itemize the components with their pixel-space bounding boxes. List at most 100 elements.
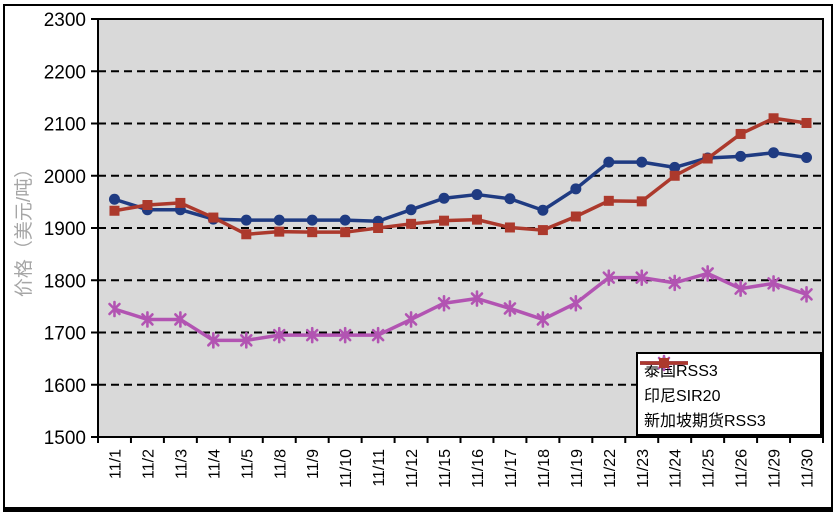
series-singapore-futures-rss3-point-11-29 <box>768 113 779 124</box>
series-thailand-rss3-point-11-26 <box>735 150 747 162</box>
series-thailand-rss3-point-11-24 <box>669 161 681 173</box>
series-thailand-rss3-point-11-22 <box>603 156 615 168</box>
y-tick-label-2000: 2000 <box>44 167 86 188</box>
series-indonesia-sir20-point-11-1 <box>108 300 121 318</box>
x-tick-label-11-17: 11/17 <box>503 449 520 488</box>
series-thailand-rss3-point-11-15 <box>438 192 450 204</box>
series-singapore-futures-rss3-point-11-25 <box>702 153 713 164</box>
y-tick-label-2300: 2300 <box>44 10 86 31</box>
series-singapore-futures-rss3-point-11-23 <box>636 196 647 207</box>
series-singapore-futures-rss3-point-11-2 <box>142 200 153 211</box>
x-tick-label-11-8: 11/8 <box>272 449 289 479</box>
series-indonesia-sir20-point-11-29 <box>767 275 780 292</box>
x-tick-label-11-29: 11/29 <box>767 449 784 488</box>
series-indonesia-sir20-point-11-15 <box>437 294 451 312</box>
y-tick-label-1600: 1600 <box>44 376 86 397</box>
series-indonesia-sir20-point-11-30 <box>800 286 813 303</box>
series-indonesia-sir20-point-11-12 <box>404 311 418 328</box>
series-thailand-rss3-point-11-17 <box>504 193 516 205</box>
y-tick-label-1900: 1900 <box>44 219 86 240</box>
x-tick-label-11-4: 11/4 <box>206 449 223 479</box>
series-singapore-futures-rss3-point-11-30 <box>801 117 812 128</box>
series-thailand-rss3-point-11-16 <box>471 189 483 201</box>
x-tick-label-11-16: 11/16 <box>470 449 487 488</box>
series-singapore-futures-rss3-point-11-26 <box>735 128 746 139</box>
series-thailand-rss3-point-11-5 <box>240 214 252 226</box>
series-indonesia-sir20-point-11-23 <box>635 269 649 286</box>
x-tick-label-11-3: 11/3 <box>173 449 190 479</box>
x-tick-label-11-11: 11/11 <box>371 449 388 487</box>
x-tick-label-11-1: 11/1 <box>107 449 124 479</box>
series-indonesia-sir20-point-11-19 <box>569 294 583 312</box>
series-thailand-rss3-point-11-12 <box>405 204 417 216</box>
series-singapore-futures-rss3-point-11-11 <box>373 223 384 233</box>
data-series <box>108 113 813 349</box>
series-singapore-futures-rss3-line <box>114 116 807 237</box>
axes <box>91 18 824 443</box>
series-indonesia-sir20-point-11-4 <box>207 332 220 349</box>
gridlines <box>98 70 823 386</box>
series-singapore-futures-rss3-point-11-24 <box>669 170 680 181</box>
series-thailand-rss3-point-11-19 <box>570 183 582 195</box>
series-indonesia-sir20-point-11-3 <box>174 311 187 328</box>
x-tick-label-11-30: 11/30 <box>800 449 817 488</box>
series-indonesia-sir20-point-11-22 <box>602 269 616 286</box>
x-tick-label-11-18: 11/18 <box>536 449 553 488</box>
series-indonesia-sir20-point-11-25 <box>701 265 714 282</box>
series-indonesia-sir20-point-11-16 <box>470 290 484 307</box>
series-indonesia-sir20-point-11-26 <box>734 280 747 297</box>
x-tick-label-11-24: 11/24 <box>668 449 685 488</box>
series-thailand-rss3 <box>108 147 813 227</box>
series-singapore-futures-rss3 <box>109 113 812 240</box>
series-indonesia-sir20-line <box>113 271 808 343</box>
series-thailand-rss3-point-11-1 <box>108 193 120 205</box>
series-singapore-futures-rss3-point-11-17 <box>504 222 515 233</box>
series-indonesia-sir20-point-11-5 <box>239 332 253 349</box>
series-thailand-rss3-point-11-9 <box>306 214 318 226</box>
series-indonesia-sir20-point-11-24 <box>668 274 682 292</box>
x-tick-label-11-9: 11/9 <box>305 449 322 479</box>
x-tick-label-11-5: 11/5 <box>239 449 256 479</box>
series-singapore-futures-rss3-point-11-18 <box>537 225 548 236</box>
x-tick-label-11-2: 11/2 <box>140 449 157 479</box>
series-singapore-futures-rss3-point-11-22 <box>603 195 614 206</box>
series-singapore-futures-rss3-point-11-19 <box>570 211 581 222</box>
series-indonesia-sir20-point-11-17 <box>503 300 517 317</box>
series-singapore-futures-rss3-point-11-16 <box>471 214 482 225</box>
series-thailand-rss3-point-11-8 <box>273 214 285 226</box>
series-singapore-futures-rss3-point-11-10 <box>340 227 351 238</box>
x-axis-tick-labels: 11/1 11/2 11/3 11/4 11/5 11/8 11/9 11/10 11/11 11… <box>107 449 816 488</box>
series-indonesia-sir20 <box>108 265 813 349</box>
x-tick-label-11-10: 11/10 <box>338 449 355 488</box>
series-singapore-futures-rss3-point-11-1 <box>109 205 120 216</box>
series-singapore-futures-rss3-point-11-3 <box>175 197 186 208</box>
legend-marker-square-icon <box>640 358 688 368</box>
x-tick-label-11-26: 11/26 <box>734 449 751 488</box>
x-tick-label-11-19: 11/19 <box>569 449 586 488</box>
series-thailand-rss3-line <box>113 151 807 223</box>
series-indonesia-sir20-point-11-11 <box>371 326 385 344</box>
x-tick-label-11-22: 11/22 <box>602 449 619 488</box>
series-indonesia-sir20-point-11-18 <box>536 311 550 328</box>
y-axis-tick-labels: 1500 1600 1700 1800 1900 2000 2100 2200 2300 <box>44 10 86 449</box>
y-tick-label-1700: 1700 <box>44 324 86 345</box>
legend-item-singapore-futures-rss3: 新加坡期货RSS3 <box>640 358 814 431</box>
series-singapore-futures-rss3-point-11-4 <box>208 212 219 223</box>
series-thailand-rss3-point-11-18 <box>537 204 549 216</box>
legend: 泰国RSS3 印尼SIR20 新加坡期货RSS3 <box>636 352 822 436</box>
legend-item-indonesia-sir20: 印尼SIR20 <box>640 354 814 406</box>
series-indonesia-sir20-point-11-10 <box>338 326 352 344</box>
series-singapore-futures-rss3-point-11-12 <box>406 218 417 229</box>
series-indonesia-sir20-point-11-2 <box>141 311 154 328</box>
x-tick-label-11-12: 11/12 <box>404 449 421 488</box>
series-indonesia-sir20-point-11-9 <box>305 326 319 344</box>
x-tick-label-11-15: 11/15 <box>437 449 454 488</box>
x-tick-label-11-23: 11/23 <box>635 449 652 488</box>
series-singapore-futures-rss3-point-11-9 <box>307 227 318 238</box>
legend-label: 新加坡期货RSS3 <box>644 412 766 430</box>
y-tick-label-2200: 2200 <box>44 62 86 83</box>
series-thailand-rss3-point-11-10 <box>339 214 351 226</box>
y-axis-title: 价格（美元/吨） <box>13 159 35 297</box>
